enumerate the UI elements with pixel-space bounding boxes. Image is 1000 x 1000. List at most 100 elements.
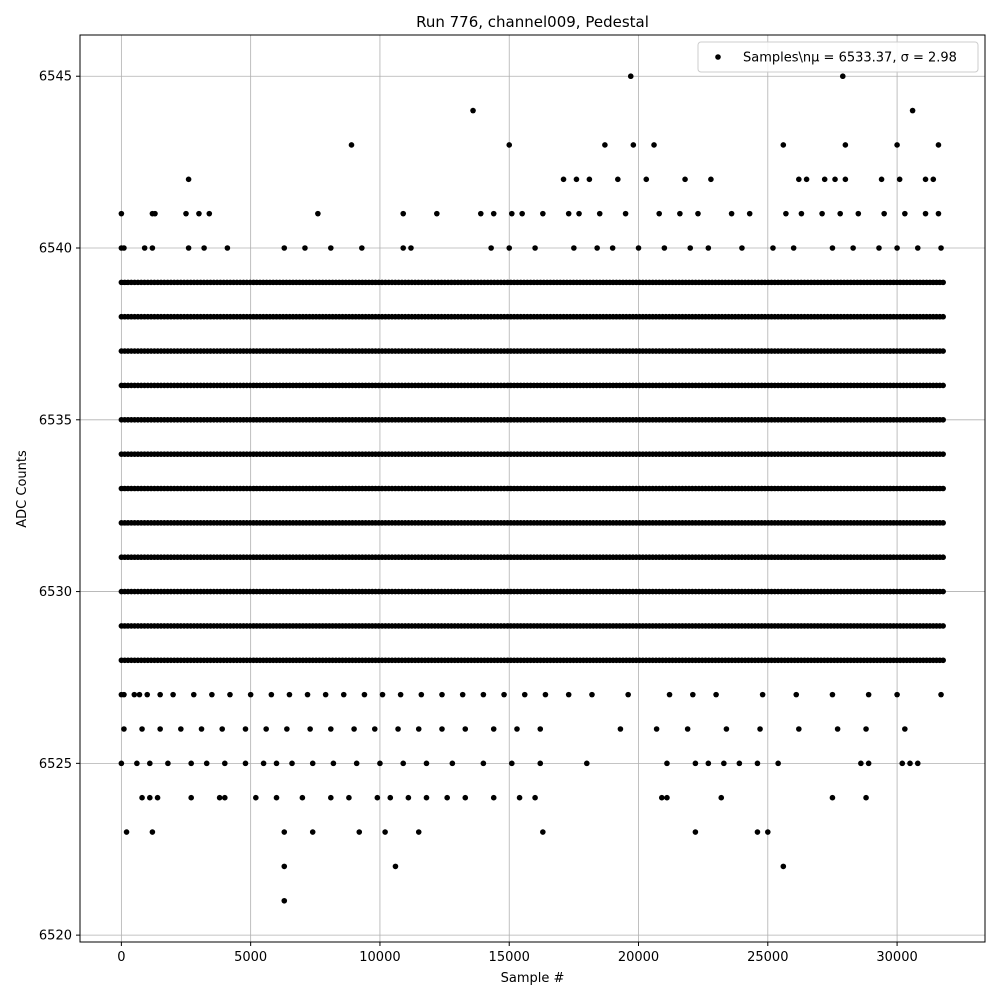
data-point [829,794,836,801]
data-point [914,245,921,251]
y-tick-label: 6540 [39,242,72,257]
data-point [894,691,900,698]
data-point [340,691,347,698]
data-point [139,726,145,732]
y-tick-label: 6545 [39,70,72,85]
data-point [783,210,789,217]
data-point [216,794,223,801]
y-tick-label: 6535 [39,413,72,428]
data-point [209,691,215,698]
data-point [687,245,694,251]
data-point [281,829,288,835]
data-point [224,245,231,251]
data-point [829,691,836,698]
data-point [302,245,308,251]
x-axis-label: Sample # [501,971,565,986]
data-point [532,794,538,801]
data-point [759,691,766,698]
data-point [542,691,549,698]
data-point [514,726,520,732]
legend-marker [715,54,721,60]
data-point [690,691,696,698]
data-point [374,794,381,801]
plot-frame [79,34,986,943]
data-point [602,142,608,148]
data-point [509,760,515,767]
data-point [656,210,662,217]
data-point [935,210,942,217]
data-point [938,245,944,251]
data-point [627,73,634,80]
x-tick-label: 10000 [359,950,400,965]
data-point [796,726,802,732]
data-point [692,760,699,767]
data-point [356,829,363,835]
data-point [359,245,365,251]
data-point [907,760,913,767]
data-point [821,176,828,183]
data-point [677,210,683,217]
data-point [705,245,712,251]
data-point [405,794,412,801]
data-point [392,863,399,870]
data-point [803,176,810,183]
data-point [346,794,352,801]
data-point [909,107,916,114]
data-point [902,726,908,732]
data-point [188,794,194,801]
data-point [643,176,650,183]
data-point [565,691,572,698]
data-point [206,210,213,217]
data-point [728,210,735,217]
data-point [757,726,763,732]
data-point [353,760,360,767]
data-point [596,210,603,217]
data-point [584,760,590,767]
data-point [881,210,887,217]
data-point [537,760,544,767]
data-point [902,210,908,217]
data-point [371,726,378,732]
data-point [793,691,800,698]
data-point [121,726,127,732]
data-point [938,691,944,698]
data-point [635,245,642,251]
data-point [222,794,228,801]
data-point [573,176,580,183]
data-point [299,794,306,801]
data-point [780,863,787,870]
data-point [480,691,487,698]
data-point [330,760,337,767]
data-point [490,794,497,801]
x-tick-label: 30000 [876,950,917,965]
legend-box [697,41,979,73]
data-point [664,794,670,801]
data-point [423,794,430,801]
data-point [876,245,882,251]
data-point [196,210,202,217]
data-point [540,829,546,835]
data-point [170,691,176,698]
data-point [509,210,515,217]
data-point [418,691,425,698]
data-point [415,726,422,732]
data-point [930,176,937,183]
data-point [361,691,368,698]
data-point [894,142,900,148]
data-point [770,245,776,251]
data-point [439,726,445,732]
data-point [400,210,407,217]
x-axis-ticks: 0 5000 10000 15000 20000 25000 30000 [117,942,918,965]
data-point [630,142,637,148]
data-point [449,760,456,767]
data-point [490,726,497,732]
data-point [462,726,469,732]
data-point [219,726,226,732]
data-point [658,794,665,801]
data-point [470,107,476,114]
data-point [682,176,688,183]
data-point [188,760,194,767]
data-point [863,794,869,801]
data-point [260,760,267,767]
data-points [118,73,947,904]
